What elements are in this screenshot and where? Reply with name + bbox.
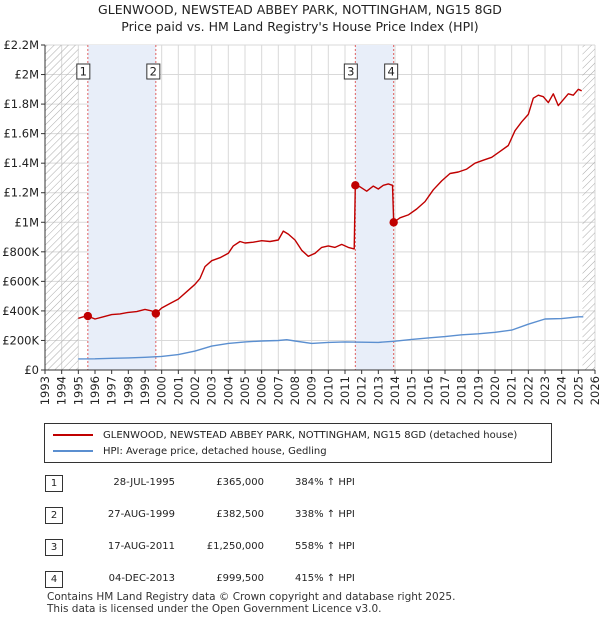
transaction-label: 3 xyxy=(347,65,354,79)
transaction-date: 27-AUG-1999 xyxy=(107,509,175,520)
x-tick-label: 2019 xyxy=(471,376,485,405)
x-tick-label: 2009 xyxy=(305,376,319,405)
hpi-line xyxy=(78,316,584,360)
highlight-band xyxy=(355,45,394,370)
transaction-point xyxy=(151,309,161,318)
transaction-hpi: 558% ↑ HPI xyxy=(295,541,355,552)
x-tick-label: 2010 xyxy=(321,376,335,405)
transaction-date: 28-JUL-1995 xyxy=(113,477,175,488)
x-tick-label: 2002 xyxy=(188,376,202,405)
transaction-hpi: 384% ↑ HPI xyxy=(295,477,355,488)
legend-swatch-property xyxy=(53,434,93,436)
x-tick-label: 2022 xyxy=(521,376,535,405)
x-tick-label: 2014 xyxy=(388,376,402,405)
hatched-range xyxy=(582,45,595,370)
legend-label-property: GLENWOOD, NEWSTEAD ABBEY PARK, NOTTINGHA… xyxy=(103,430,518,441)
x-tick-label: 2016 xyxy=(421,376,435,405)
transaction-label: 2 xyxy=(150,65,157,79)
transaction-point xyxy=(351,181,360,190)
legend-label-hpi: HPI: Average price, detached house, Gedl… xyxy=(103,446,327,457)
x-tick-label: 2000 xyxy=(155,376,169,405)
transaction-point xyxy=(389,218,398,227)
y-tick-label: £1.6M xyxy=(3,127,39,141)
transaction-label-box xyxy=(384,63,399,80)
transaction-point xyxy=(83,311,93,321)
x-tick-label: 2024 xyxy=(555,376,569,405)
x-tick-label: 2006 xyxy=(255,376,269,405)
transaction-date: 17-AUG-2011 xyxy=(107,541,175,552)
footer-copyright: Contains HM Land Registry data © Crown c… xyxy=(47,591,456,603)
y-tick-label: £400K xyxy=(2,304,39,318)
transaction-label: 1 xyxy=(80,65,87,79)
transaction-number: 3 xyxy=(45,539,63,556)
x-tick-label: 1998 xyxy=(121,376,135,405)
transaction-label-box xyxy=(76,63,91,80)
y-tick-label: £2M xyxy=(14,68,39,82)
transaction-label-box xyxy=(343,63,358,80)
legend-item-hpi: HPI: Average price, detached house, Gedl… xyxy=(53,446,327,458)
y-tick-label: £600K xyxy=(2,274,39,288)
x-tick-label: 2011 xyxy=(338,376,352,405)
transaction-price: £999,500 xyxy=(216,573,264,584)
transaction-hpi: 415% ↑ HPI xyxy=(295,573,355,584)
x-tick-label: 2025 xyxy=(571,376,585,405)
transaction-label: 4 xyxy=(388,65,395,79)
transaction-label-box xyxy=(146,63,161,80)
hatched-range xyxy=(45,45,79,370)
property-price-line xyxy=(78,88,582,320)
x-tick-label: 2015 xyxy=(405,376,419,405)
transaction-price: £365,000 xyxy=(216,477,264,488)
transaction-price: £1,250,000 xyxy=(206,541,264,552)
x-tick-label: 2017 xyxy=(438,376,452,405)
y-tick-label: £2.2M xyxy=(3,38,39,52)
price-chart: 1 2 3 4 £0 £200K £400K £600K £800K £1M £1.2M £1.4M… xyxy=(2,38,600,405)
x-tick-label: 2020 xyxy=(488,376,502,405)
chart-title-line2: Price paid vs. HM Land Registry's House … xyxy=(121,19,479,34)
y-tick-label: £200K xyxy=(2,333,39,347)
y-tick-label: £1M xyxy=(14,215,39,229)
transaction-number: 4 xyxy=(45,571,63,588)
x-tick-label: 2012 xyxy=(355,376,369,405)
y-tick-label: £0 xyxy=(24,363,39,377)
x-tick-label: 2023 xyxy=(538,376,552,405)
legend-swatch-hpi xyxy=(53,450,93,452)
x-tick-label: 1995 xyxy=(71,376,85,405)
x-tick-label: 2001 xyxy=(171,376,185,405)
x-tick-label: 2007 xyxy=(271,376,285,405)
x-tick-label: 2013 xyxy=(371,376,385,405)
x-tick-label: 1993 xyxy=(38,376,52,405)
x-tick-label: 1994 xyxy=(55,376,69,405)
y-tick-label: £1.4M xyxy=(3,156,39,170)
x-tick-label: 2021 xyxy=(505,376,519,405)
x-tick-label: 2008 xyxy=(288,376,302,405)
y-tick-label: £1.2M xyxy=(3,186,39,200)
transaction-number: 1 xyxy=(45,475,63,492)
x-tick-label: 2004 xyxy=(221,376,235,405)
x-tick-label: 2005 xyxy=(238,376,252,405)
y-tick-label: £1.8M xyxy=(3,97,39,111)
highlight-band xyxy=(87,45,156,370)
x-tick-label: 2026 xyxy=(588,376,600,405)
x-tick-label: 1997 xyxy=(105,376,119,405)
chart-title-line1: GLENWOOD, NEWSTEAD ABBEY PARK, NOTTINGHA… xyxy=(98,2,502,17)
transaction-hpi: 338% ↑ HPI xyxy=(295,509,355,520)
chart-legend: GLENWOOD, NEWSTEAD ABBEY PARK, NOTTINGHA… xyxy=(44,423,552,463)
transaction-price: £382,500 xyxy=(216,509,264,520)
legend-item-property: GLENWOOD, NEWSTEAD ABBEY PARK, NOTTINGHA… xyxy=(53,430,517,442)
y-tick-label: £800K xyxy=(2,245,39,259)
x-tick-label: 1999 xyxy=(138,376,152,405)
footer: Contains HM Land Registry data © Crown c… xyxy=(47,591,455,615)
x-tick-label: 2018 xyxy=(455,376,469,405)
x-tick-label: 1996 xyxy=(88,376,102,405)
x-tick-label: 2003 xyxy=(205,376,219,405)
footer-license: This data is licensed under the Open Gov… xyxy=(47,603,382,615)
transaction-number: 2 xyxy=(45,507,63,524)
transaction-date: 04-DEC-2013 xyxy=(108,573,175,584)
